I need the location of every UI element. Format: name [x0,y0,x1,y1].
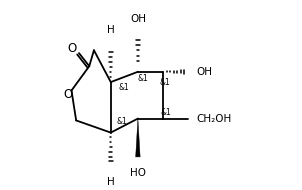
Text: &1: &1 [160,78,170,87]
Text: &1: &1 [118,83,129,92]
Text: &1: &1 [117,117,127,126]
Text: O: O [67,42,77,55]
Text: OH: OH [130,14,146,24]
Text: O: O [63,88,72,101]
Text: OH: OH [196,67,212,77]
Text: &1: &1 [137,74,148,83]
Polygon shape [136,119,140,157]
Text: &1: &1 [160,108,171,116]
Text: CH₂OH: CH₂OH [197,114,232,124]
Text: H: H [107,25,115,35]
Text: H: H [107,177,115,187]
Text: HO: HO [130,168,146,178]
